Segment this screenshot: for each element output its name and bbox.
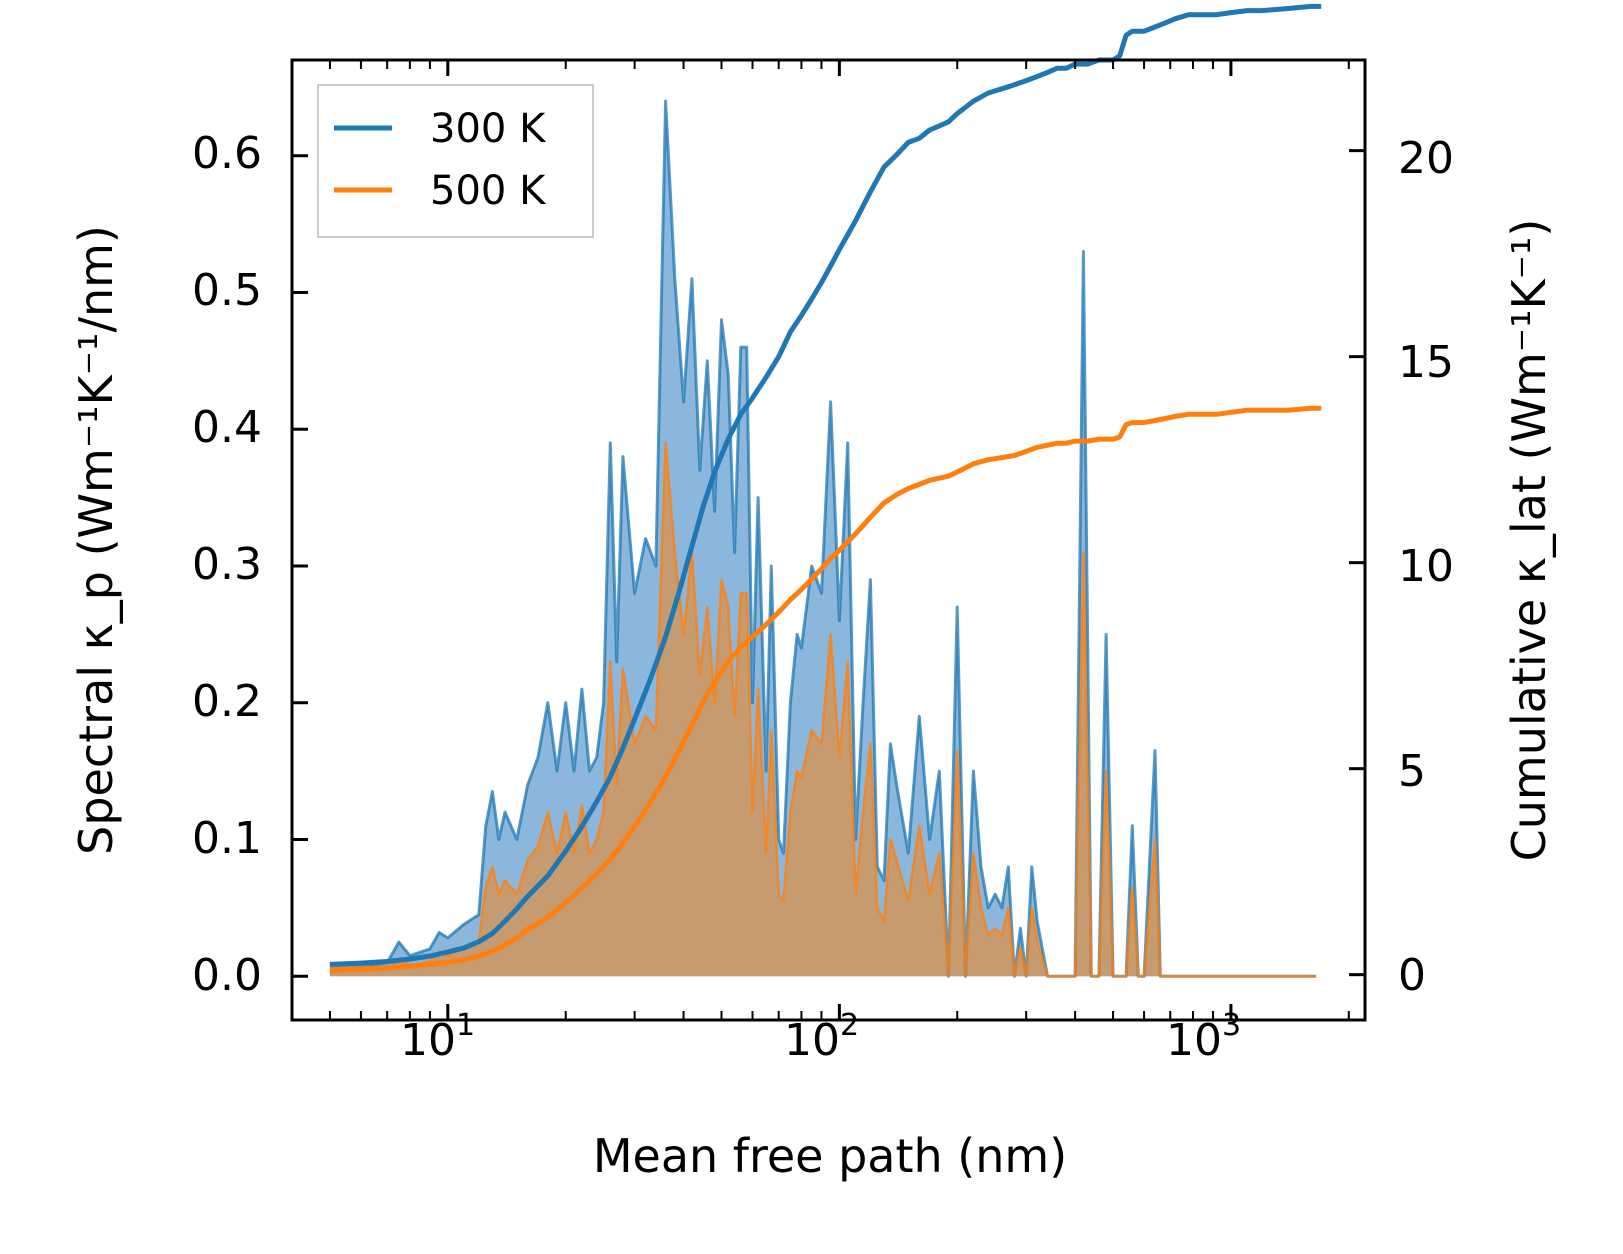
y-right-tick-label-3: 15 <box>1398 337 1454 388</box>
x-tick-label-100: 102 <box>784 1008 859 1066</box>
y-left-tick-label-6: 0.6 <box>192 128 262 179</box>
y-right-axis-ticks <box>1349 149 1365 977</box>
spectral-500k-line <box>329 441 1317 978</box>
x-tick-label-1000: 103 <box>1166 1008 1241 1066</box>
y-left-axis-label: Spectral κ_p (Wm⁻¹K⁻¹/nm) <box>69 225 123 855</box>
x-tick-label-10: 101 <box>400 1008 475 1066</box>
y-right-tick-label-1: 5 <box>1398 746 1426 797</box>
y-right-axis-label: Cumulative κ_lat (Wm⁻¹K⁻¹) <box>1502 219 1556 862</box>
cumulative-500k-line <box>329 405 1322 973</box>
y-left-tick-label-1: 0.1 <box>192 813 262 864</box>
plot-area <box>329 3 1322 978</box>
x-axis-minor-ticks <box>328 60 1350 1020</box>
y-left-tick-label-0: 0.0 <box>192 950 262 1001</box>
y-right-tick-label-0: 0 <box>1398 950 1426 1001</box>
y-right-tick-label-4: 20 <box>1398 133 1454 184</box>
legend-label-300k: 300 K <box>430 106 547 152</box>
y-left-tick-label-4: 0.4 <box>192 402 262 453</box>
y-left-tick-label-5: 0.5 <box>192 265 262 316</box>
y-left-tick-label-3: 0.3 <box>192 539 262 590</box>
legend-box <box>317 84 594 238</box>
cumulative-300k-line <box>329 3 1322 967</box>
plot-frame <box>290 58 1367 1022</box>
x-axis-ticks <box>446 60 1233 1020</box>
y-right-tick-label-2: 10 <box>1398 541 1454 592</box>
y-left-axis-ticks <box>292 154 308 978</box>
legend: 300 K 500 K <box>317 84 594 238</box>
legend-label-500k: 500 K <box>430 168 547 214</box>
x-axis-label: Mean free path (nm) <box>593 1129 1067 1183</box>
y-left-tick-label-2: 0.2 <box>192 676 262 727</box>
